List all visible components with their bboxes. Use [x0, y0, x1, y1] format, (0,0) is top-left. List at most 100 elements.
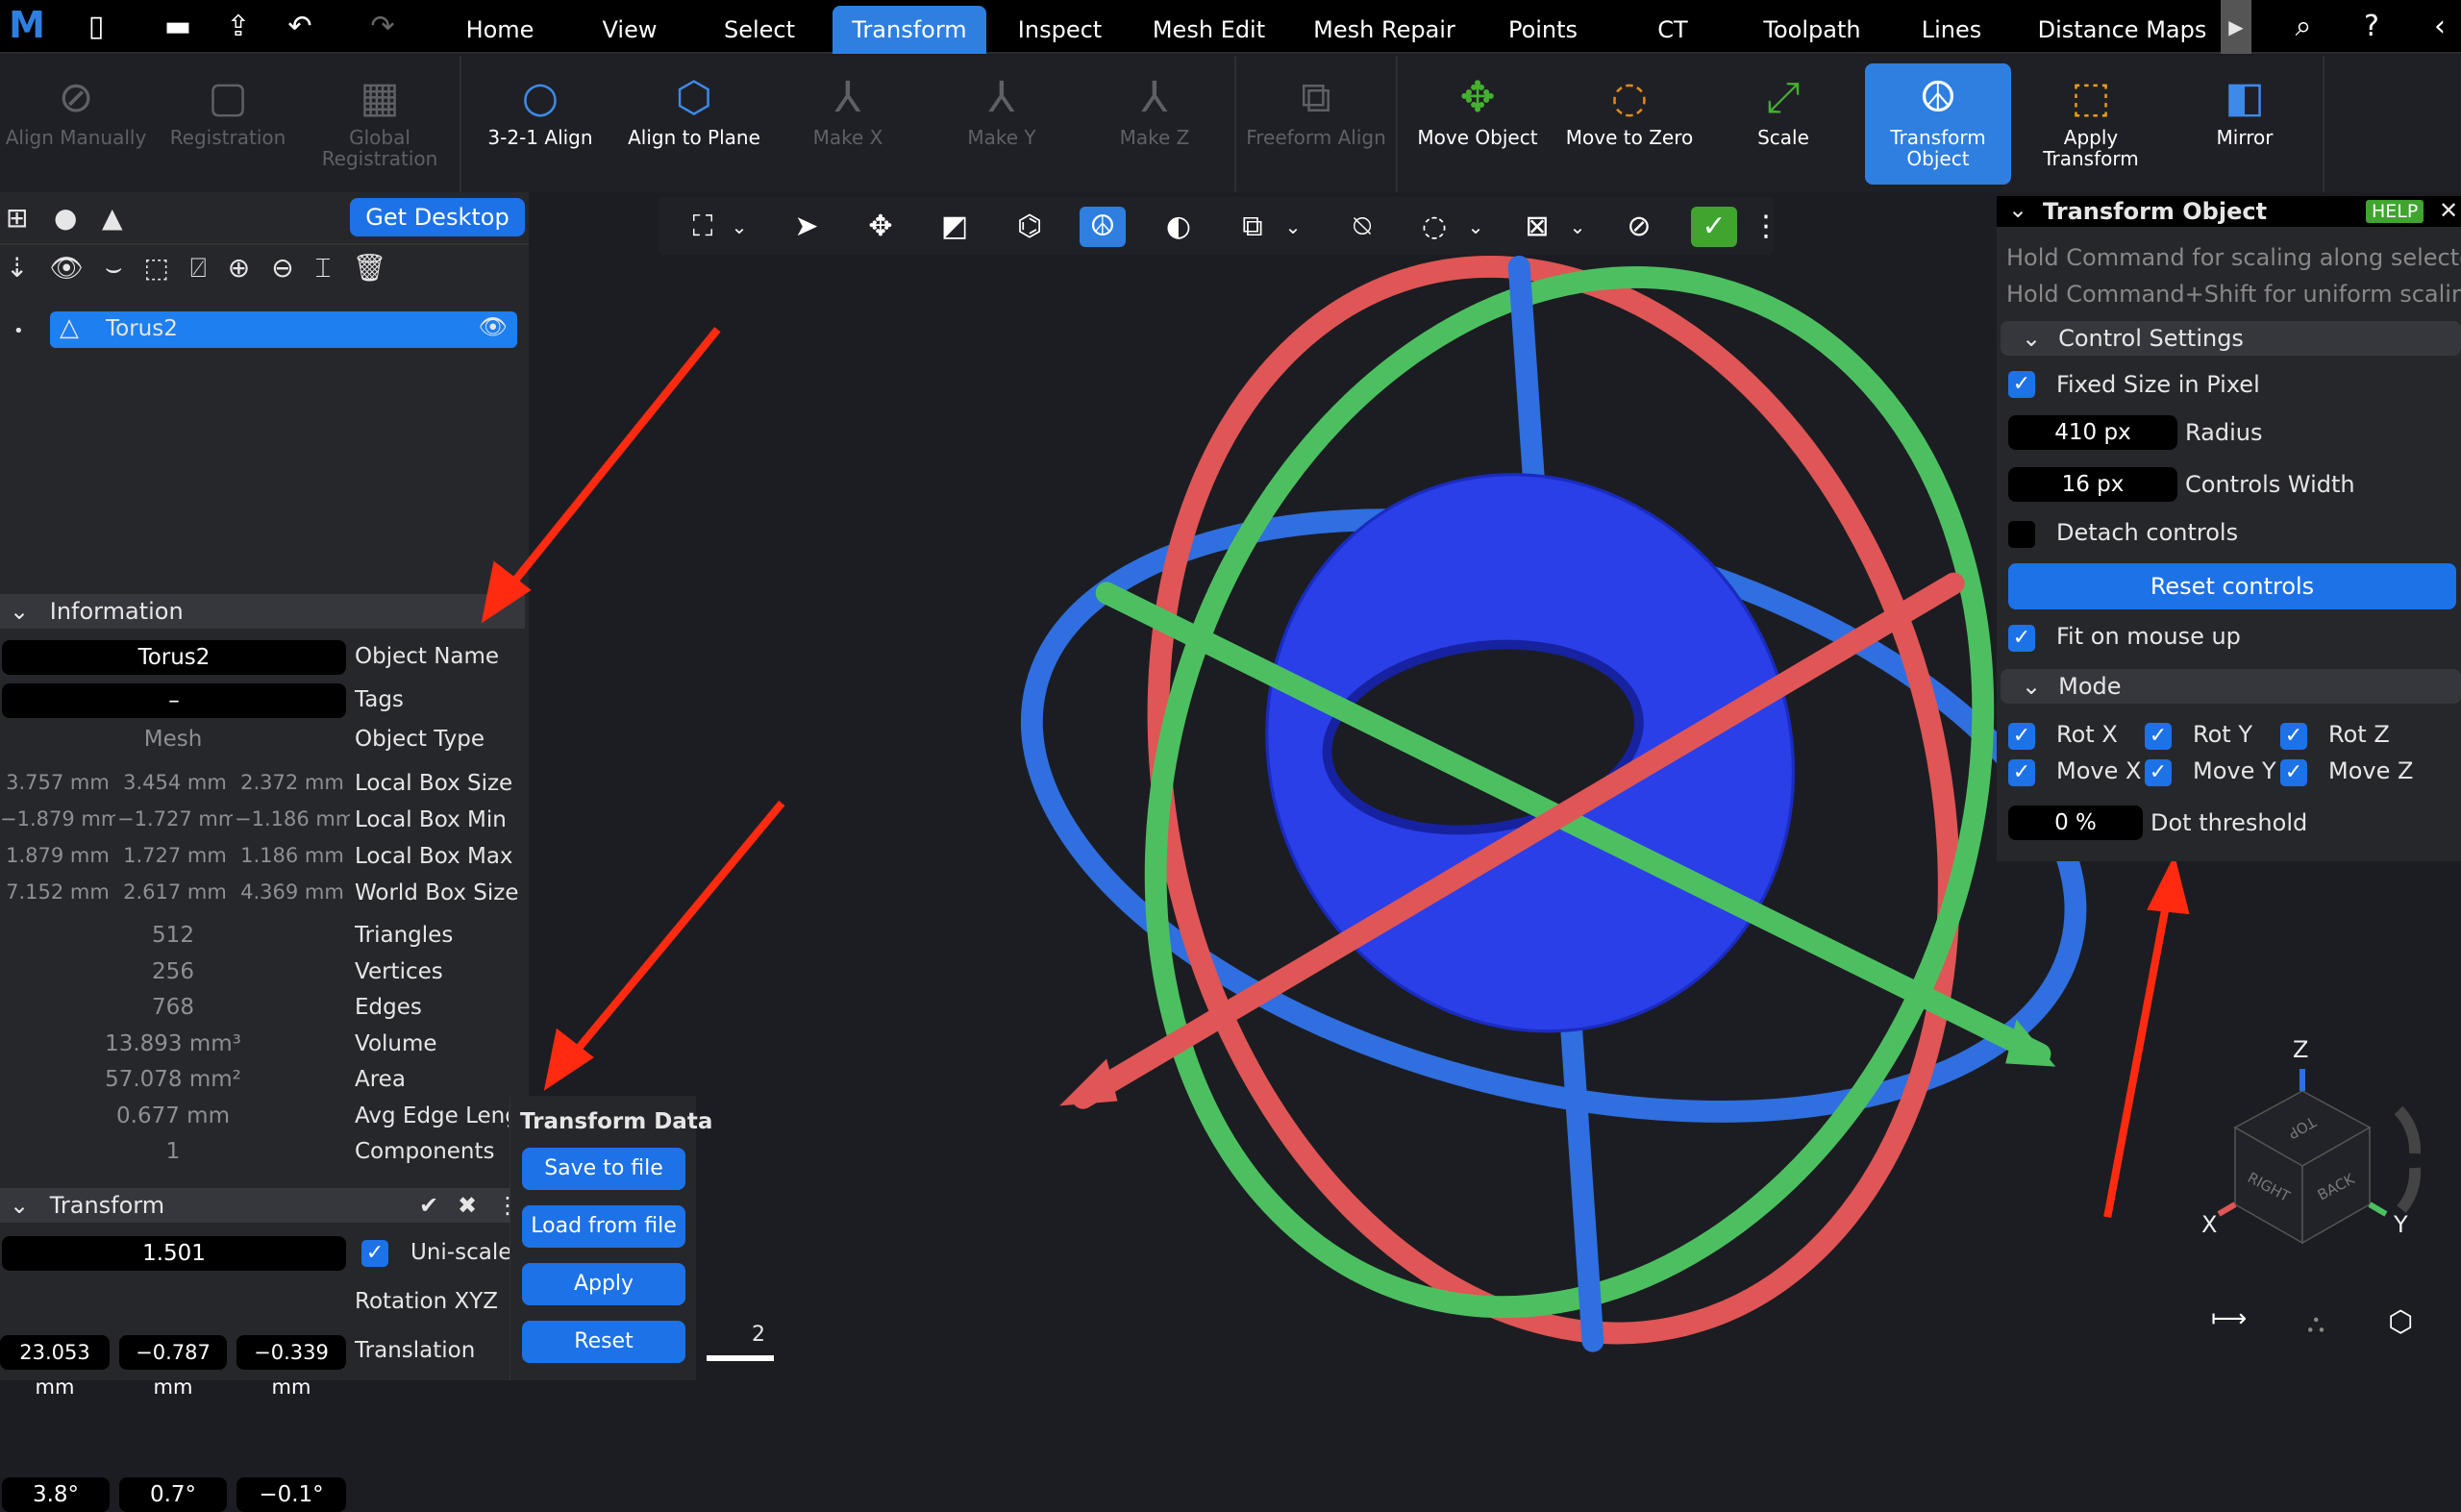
registration-button[interactable]: ▢ Registration: [152, 63, 304, 185]
navigation-cube[interactable]: TOP RIGHT BACK X Y Z ⟼ ⛬ ⬡: [2192, 1019, 2461, 1380]
tab-mesh-repair[interactable]: Mesh Repair: [1313, 16, 1455, 43]
rotation-y-field[interactable]: 0.7°: [119, 1477, 227, 1512]
confirm-icon[interactable]: ✓: [1691, 207, 1737, 247]
box-select-icon[interactable]: ⊠: [1525, 210, 1550, 243]
new-file-icon[interactable]: ▯: [87, 10, 105, 43]
rotation-z-field[interactable]: −0.1°: [236, 1477, 346, 1512]
align-manually-button[interactable]: ⊘ Align Manually: [0, 63, 152, 185]
disable-icon[interactable]: ⊘: [1627, 210, 1652, 243]
move-object-button[interactable]: ✥ Move Object: [1402, 63, 1554, 185]
linux-icon[interactable]: ▲: [102, 202, 123, 234]
visibility-icon[interactable]: 👁: [478, 313, 508, 340]
show-icon[interactable]: 👁: [49, 252, 85, 284]
kebab-icon[interactable]: ⋮: [1752, 210, 1780, 243]
select-all-icon[interactable]: ⬚: [143, 252, 169, 284]
light-icon[interactable]: ◐: [1165, 210, 1192, 243]
transform-object-button[interactable]: ☮ Transform Object: [1865, 63, 2011, 185]
tab-distance-maps[interactable]: Distance Maps: [2037, 16, 2207, 43]
collapse-icon[interactable]: ‹: [2434, 10, 2446, 43]
radius-field[interactable]: 410 px: [2008, 415, 2177, 450]
search-icon[interactable]: ⌕: [2295, 10, 2312, 43]
get-desktop-button[interactable]: Get Desktop: [350, 198, 525, 236]
chevron-down-icon[interactable]: ⌄: [1569, 215, 1586, 238]
open-folder-icon[interactable]: ▬: [163, 10, 192, 43]
hide-faces-icon[interactable]: ⍉: [1354, 210, 1371, 243]
scale-field[interactable]: 1.501: [2, 1236, 346, 1271]
uni-scale-checkbox[interactable]: ✓: [361, 1240, 388, 1267]
fit-on-mouse-up-checkbox[interactable]: ✓: [2008, 625, 2035, 652]
detach-controls-checkbox[interactable]: [2008, 521, 2035, 548]
tab-lines[interactable]: Lines: [1921, 16, 1982, 43]
hide-icon[interactable]: ⌣: [105, 252, 123, 284]
transform-tool-icon[interactable]: ☮: [1080, 207, 1126, 247]
tab-home[interactable]: Home: [465, 16, 534, 43]
tab-transform[interactable]: Transform: [833, 6, 986, 54]
scale-button[interactable]: ⤢ Scale: [1707, 63, 1859, 185]
move-down-icon[interactable]: ⊖: [271, 252, 294, 284]
export-icon[interactable]: ⇪: [226, 10, 251, 43]
move-x-checkbox[interactable]: ✓: [2008, 759, 2035, 786]
rot-x-checkbox[interactable]: ✓: [2008, 723, 2035, 750]
undo-icon[interactable]: ↶: [287, 10, 312, 43]
fit-view-icon[interactable]: ⛶: [692, 210, 713, 243]
apple-icon[interactable]: ●: [54, 202, 78, 234]
move-y-checkbox[interactable]: ✓: [2145, 759, 2172, 786]
rot-z-checkbox[interactable]: ✓: [2280, 723, 2307, 750]
controls-width-field[interactable]: 16 px: [2008, 467, 2177, 502]
close-icon[interactable]: ✕: [2439, 197, 2459, 224]
sort-az-icon[interactable]: ⇣: [6, 252, 29, 284]
dot-threshold-field[interactable]: 0 %: [2008, 806, 2143, 840]
tags-field[interactable]: –: [2, 683, 346, 718]
confirm-icon[interactable]: ✔: [419, 1192, 439, 1219]
control-settings-header[interactable]: ⌄ Control Settings: [2001, 321, 2461, 356]
viewport-scene[interactable]: [0, 0, 2461, 1380]
windows-icon[interactable]: ⊞: [6, 202, 29, 234]
fixed-size-checkbox[interactable]: ✓: [2008, 371, 2035, 398]
pointer-icon[interactable]: ➤: [794, 210, 819, 243]
align-321-button[interactable]: ○ 3-2-1 Align: [464, 63, 616, 185]
chevron-down-icon[interactable]: ⌄: [1284, 215, 1302, 238]
move-to-zero-button[interactable]: ◌ Move to Zero: [1554, 63, 1705, 185]
lasso-icon[interactable]: ◌: [1421, 210, 1448, 243]
tab-inspect[interactable]: Inspect: [1017, 16, 1103, 43]
tab-points[interactable]: Points: [1507, 16, 1579, 43]
tree-item-torus2[interactable]: △ Torus2 👁: [50, 311, 517, 348]
reset-controls-button[interactable]: Reset controls: [2008, 563, 2456, 609]
information-header[interactable]: ⌄ Information: [0, 594, 525, 629]
help-button[interactable]: HELP: [2366, 200, 2424, 223]
pan-icon[interactable]: ✥: [868, 210, 893, 243]
align-to-plane-button[interactable]: ⬡ Align to Plane: [618, 63, 770, 185]
rename-icon[interactable]: ⌶: [314, 252, 332, 284]
close-icon[interactable]: ✖: [458, 1192, 478, 1219]
make-x-button[interactable]: ⅄ Make X: [772, 63, 924, 185]
app-logo-icon[interactable]: M: [9, 4, 45, 46]
tab-view[interactable]: View: [602, 16, 658, 43]
mode-header[interactable]: ⌄ Mode: [2001, 669, 2461, 704]
move-up-icon[interactable]: ⊕: [227, 252, 251, 284]
freeform-align-button[interactable]: ⧉ Freeform Align: [1240, 63, 1392, 185]
rot-y-checkbox[interactable]: ✓: [2145, 723, 2172, 750]
reset-button[interactable]: Reset: [522, 1321, 685, 1363]
tab-select[interactable]: Select: [723, 16, 796, 43]
tab-ct[interactable]: CT: [1657, 16, 1688, 43]
move-z-checkbox[interactable]: ✓: [2280, 759, 2307, 786]
help-icon[interactable]: ?: [2364, 10, 2379, 43]
save-to-file-button[interactable]: Save to file: [522, 1148, 685, 1190]
apply-button[interactable]: Apply: [522, 1263, 685, 1305]
delete-icon[interactable]: 🗑: [352, 252, 387, 284]
transform-header[interactable]: ⌄ Transform ✔ ✖ ⋮: [0, 1188, 519, 1223]
redo-icon[interactable]: ↷: [370, 10, 395, 43]
deselect-icon[interactable]: ⍁: [189, 252, 207, 284]
tab-mesh-edit[interactable]: Mesh Edit: [1152, 16, 1266, 43]
gizmo-icon[interactable]: ⌬: [1016, 210, 1043, 243]
chevron-down-icon[interactable]: ⌄: [2008, 196, 2028, 223]
more-tabs-icon[interactable]: ▶: [2221, 0, 2251, 54]
object-name-field[interactable]: Torus2: [2, 640, 346, 675]
make-z-button[interactable]: ⅄ Make Z: [1079, 63, 1230, 185]
make-y-button[interactable]: ⅄ Make Y: [926, 63, 1078, 185]
global-registration-button[interactable]: ▦ Global Registration: [304, 63, 456, 185]
chevron-down-icon[interactable]: ⌄: [1467, 215, 1484, 238]
clipping-icon[interactable]: ⧉: [1242, 210, 1263, 243]
apply-transform-button[interactable]: ⬚ Apply Transform: [2015, 63, 2167, 185]
rotate-view-icon[interactable]: ◩: [940, 210, 969, 243]
